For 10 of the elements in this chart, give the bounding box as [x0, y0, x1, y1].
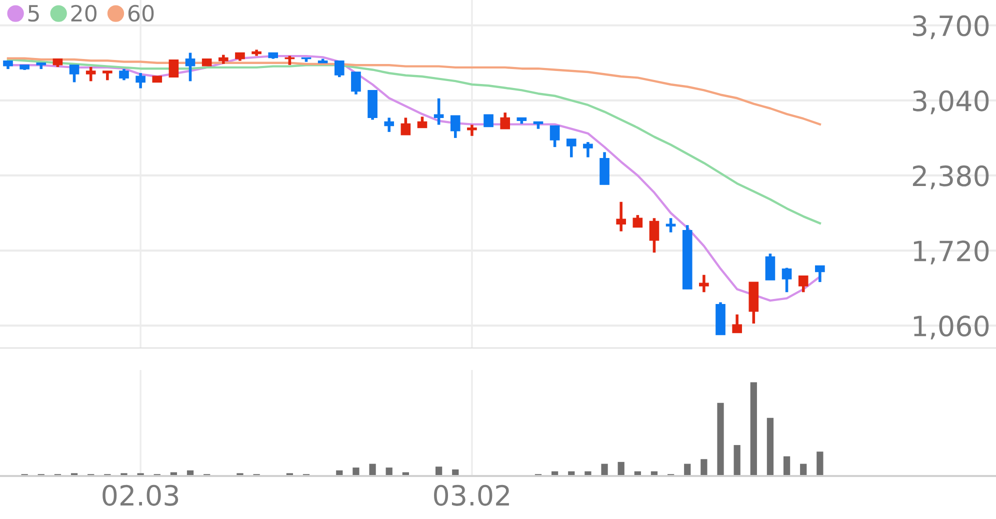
legend-label: 5	[28, 5, 39, 22]
y-tick-label: 1,060	[914, 316, 989, 340]
legend-label: 20	[71, 4, 96, 22]
legend-label: 60	[128, 4, 154, 22]
x-tick-label: 02.03	[102, 484, 178, 506]
y-tick-label: 3,040	[913, 90, 989, 114]
y-tick-label: 3,700	[913, 15, 989, 40]
x-tick-label: 03.02	[434, 484, 509, 506]
y-tick-label: 1,720	[914, 240, 989, 264]
y-tick-label: 2,380	[912, 165, 989, 190]
